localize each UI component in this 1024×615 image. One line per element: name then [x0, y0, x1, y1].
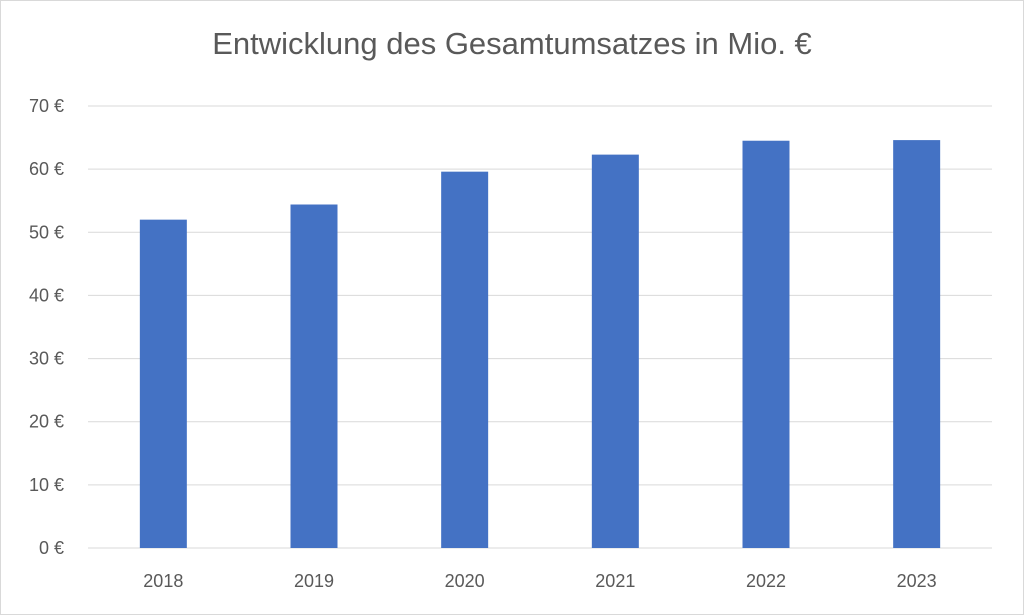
bar-2019	[290, 204, 338, 548]
x-tick-label: 2019	[294, 571, 334, 591]
y-tick-label: 20 €	[29, 412, 64, 432]
y-tick-label: 70 €	[29, 96, 64, 116]
bar-2018	[139, 219, 187, 548]
bar-2022	[742, 140, 790, 548]
bar-2020	[441, 171, 489, 548]
x-tick-label: 2018	[143, 571, 183, 591]
y-tick-label: 40 €	[29, 285, 64, 305]
x-tick-label: 2023	[897, 571, 937, 591]
x-tick-label: 2021	[595, 571, 635, 591]
y-tick-label: 60 €	[29, 159, 64, 179]
y-tick-label: 50 €	[29, 222, 64, 242]
y-tick-label: 30 €	[29, 349, 64, 369]
bar-2021	[591, 154, 639, 548]
x-tick-label: 2022	[746, 571, 786, 591]
y-tick-label: 0 €	[39, 538, 64, 558]
x-tick-label: 2020	[445, 571, 485, 591]
y-tick-label: 10 €	[29, 475, 64, 495]
chart-title: Entwicklung des Gesamtumsatzes in Mio. €	[212, 26, 812, 61]
bar-2023	[893, 140, 941, 548]
